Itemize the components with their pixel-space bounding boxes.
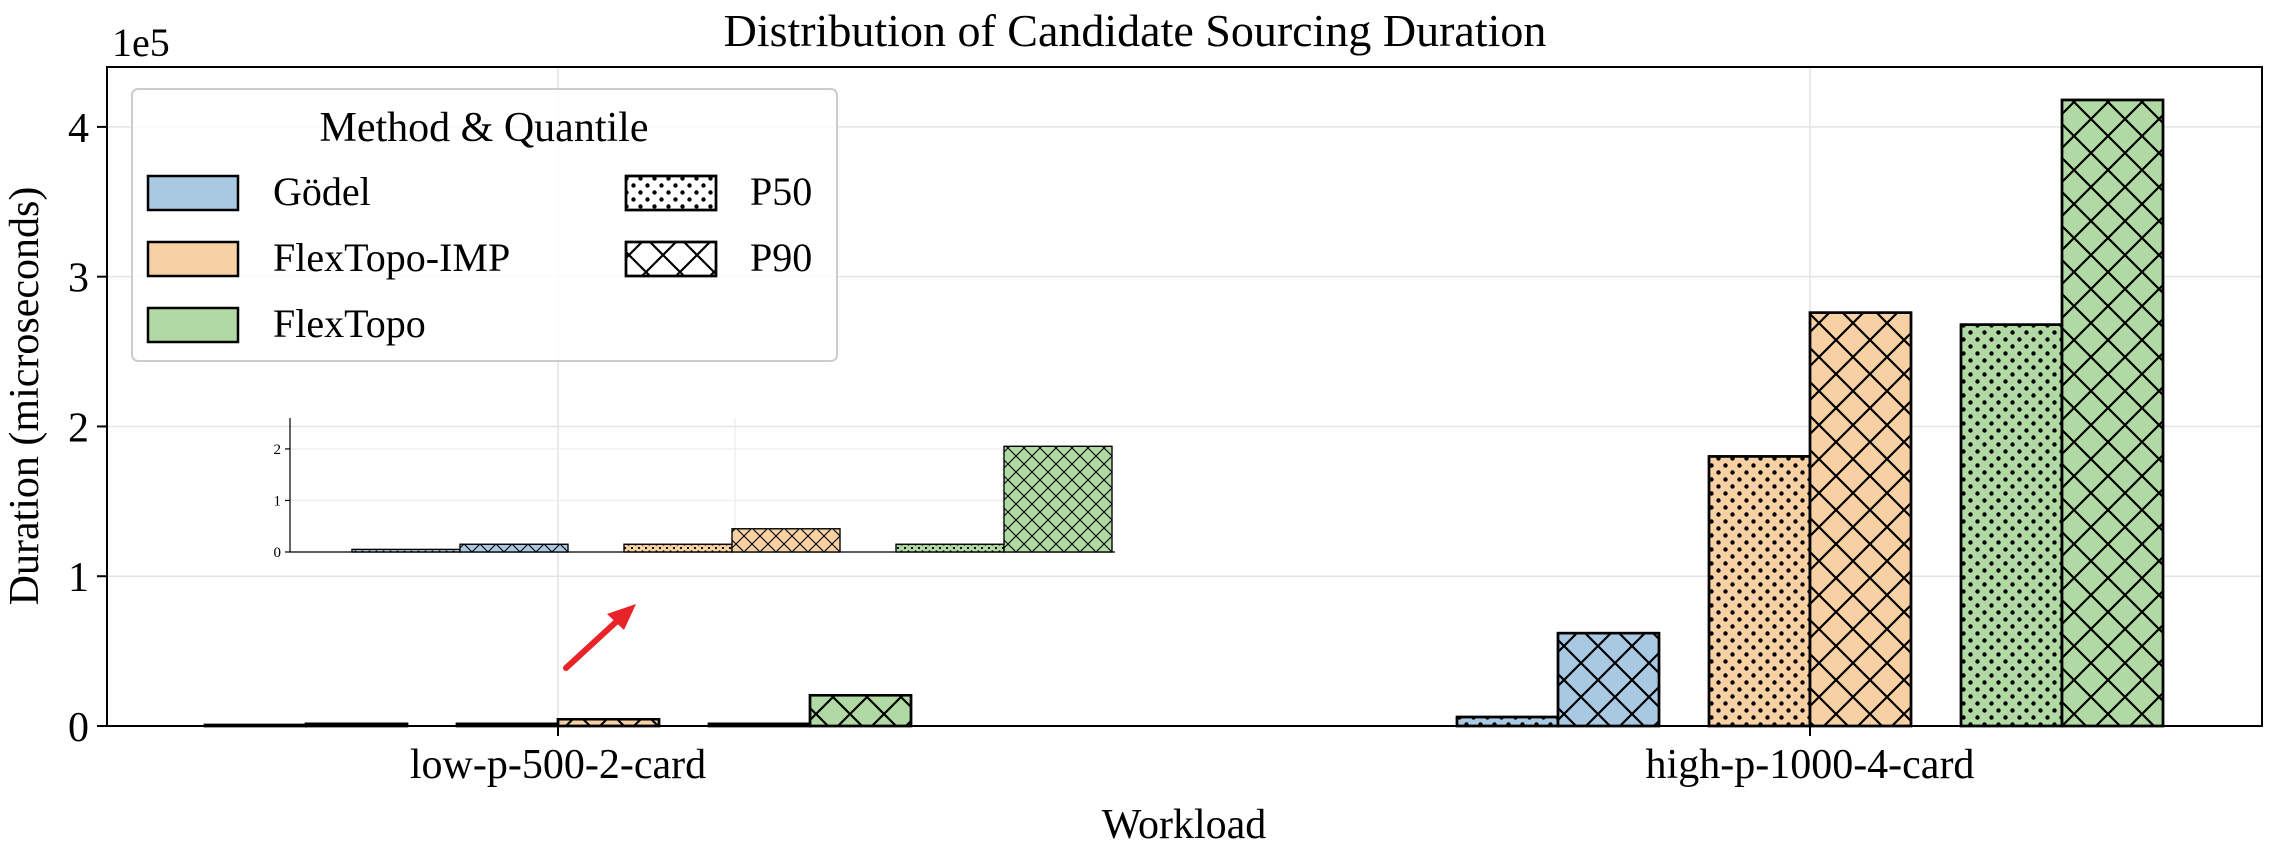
legend-swatch-p90 [624, 240, 718, 278]
y-offset-label: 1e5 [112, 20, 170, 65]
inset-bar-flextopo-imp-p90-hatch [731, 528, 841, 553]
inset-chart: 0 1 2 [274, 418, 1115, 561]
chart-title: Distribution of Candidate Sourcing Durat… [724, 5, 1547, 56]
y-tick-label: 2 [68, 405, 89, 451]
inset-bar-flextopo-imp-p50-hatch [623, 543, 733, 553]
x-tick-label: high-p-1000-4-card [1646, 742, 1975, 788]
bar-flextopo-p50-high-p-1000-4-card-hatch [1959, 323, 2064, 728]
inset-y-tick-label: 2 [274, 442, 282, 458]
x-axis-label: Workload [1102, 802, 1267, 848]
bar-flextopo-p90-low-p-500-2-card-hatch [808, 694, 913, 728]
legend: Method & Quantile Gödel FlexTopo-IMP FlexT… [131, 88, 838, 362]
y-tick-label: 4 [68, 106, 89, 152]
legend-label-flextopo-imp: FlexTopo-IMP [273, 235, 510, 280]
y-tick-label: 3 [68, 256, 89, 302]
inset-bar-flextopo-p90-hatch [1003, 445, 1113, 553]
legend-box [131, 88, 838, 362]
y-axis-label: Duration (microseconds) [2, 187, 48, 606]
y-tick-label: 0 [68, 705, 89, 751]
x-ticks: low-p-500-2-card high-p-1000-4-card [410, 726, 1975, 788]
legend-label-g-del: Gödel [273, 169, 371, 214]
inset-pointer-arrowhead [607, 604, 636, 630]
legend-label-flextopo: FlexTopo [273, 301, 426, 346]
legend-label-p50: P50 [750, 169, 812, 214]
legend-label-p90: P90 [750, 235, 812, 280]
bar-flextopo-imp-p90-high-p-1000-4-card-hatch [1808, 311, 1913, 728]
inset-bar-g-del-p50-hatch [351, 548, 461, 553]
plot-frame [106, 66, 2263, 727]
bar-flextopo-imp-p50-high-p-1000-4-card-hatch [1707, 455, 1812, 728]
bar-g-del-p90-high-p-1000-4-card-hatch [1556, 631, 1661, 728]
inset-bar-g-del-p90-hatch [459, 543, 569, 553]
legend-swatch-p50 [624, 174, 718, 212]
inset-y-tick-label: 0 [274, 545, 282, 561]
inset-bar-flextopo-p50-hatch [895, 543, 1005, 553]
y-ticks: 0 1 2 3 4 [68, 106, 107, 751]
legend-swatch-flextopo-imp [146, 240, 240, 278]
bar-flextopo-p90-high-p-1000-4-card-hatch [2060, 98, 2165, 728]
inset-pointer-arrow [563, 619, 619, 671]
x-tick-label: low-p-500-2-card [410, 742, 706, 788]
bar-g-del-p50-high-p-1000-4-card-hatch [1455, 715, 1560, 728]
bar-flextopo-imp-p90-low-p-500-2-card-hatch [556, 718, 661, 728]
legend-swatch-g-del [146, 174, 240, 212]
inset-y-tick-label: 1 [274, 493, 282, 509]
y-tick-label: 1 [68, 555, 89, 601]
legend-swatch-flextopo [146, 306, 240, 344]
legend-title: Method & Quantile [320, 105, 649, 151]
